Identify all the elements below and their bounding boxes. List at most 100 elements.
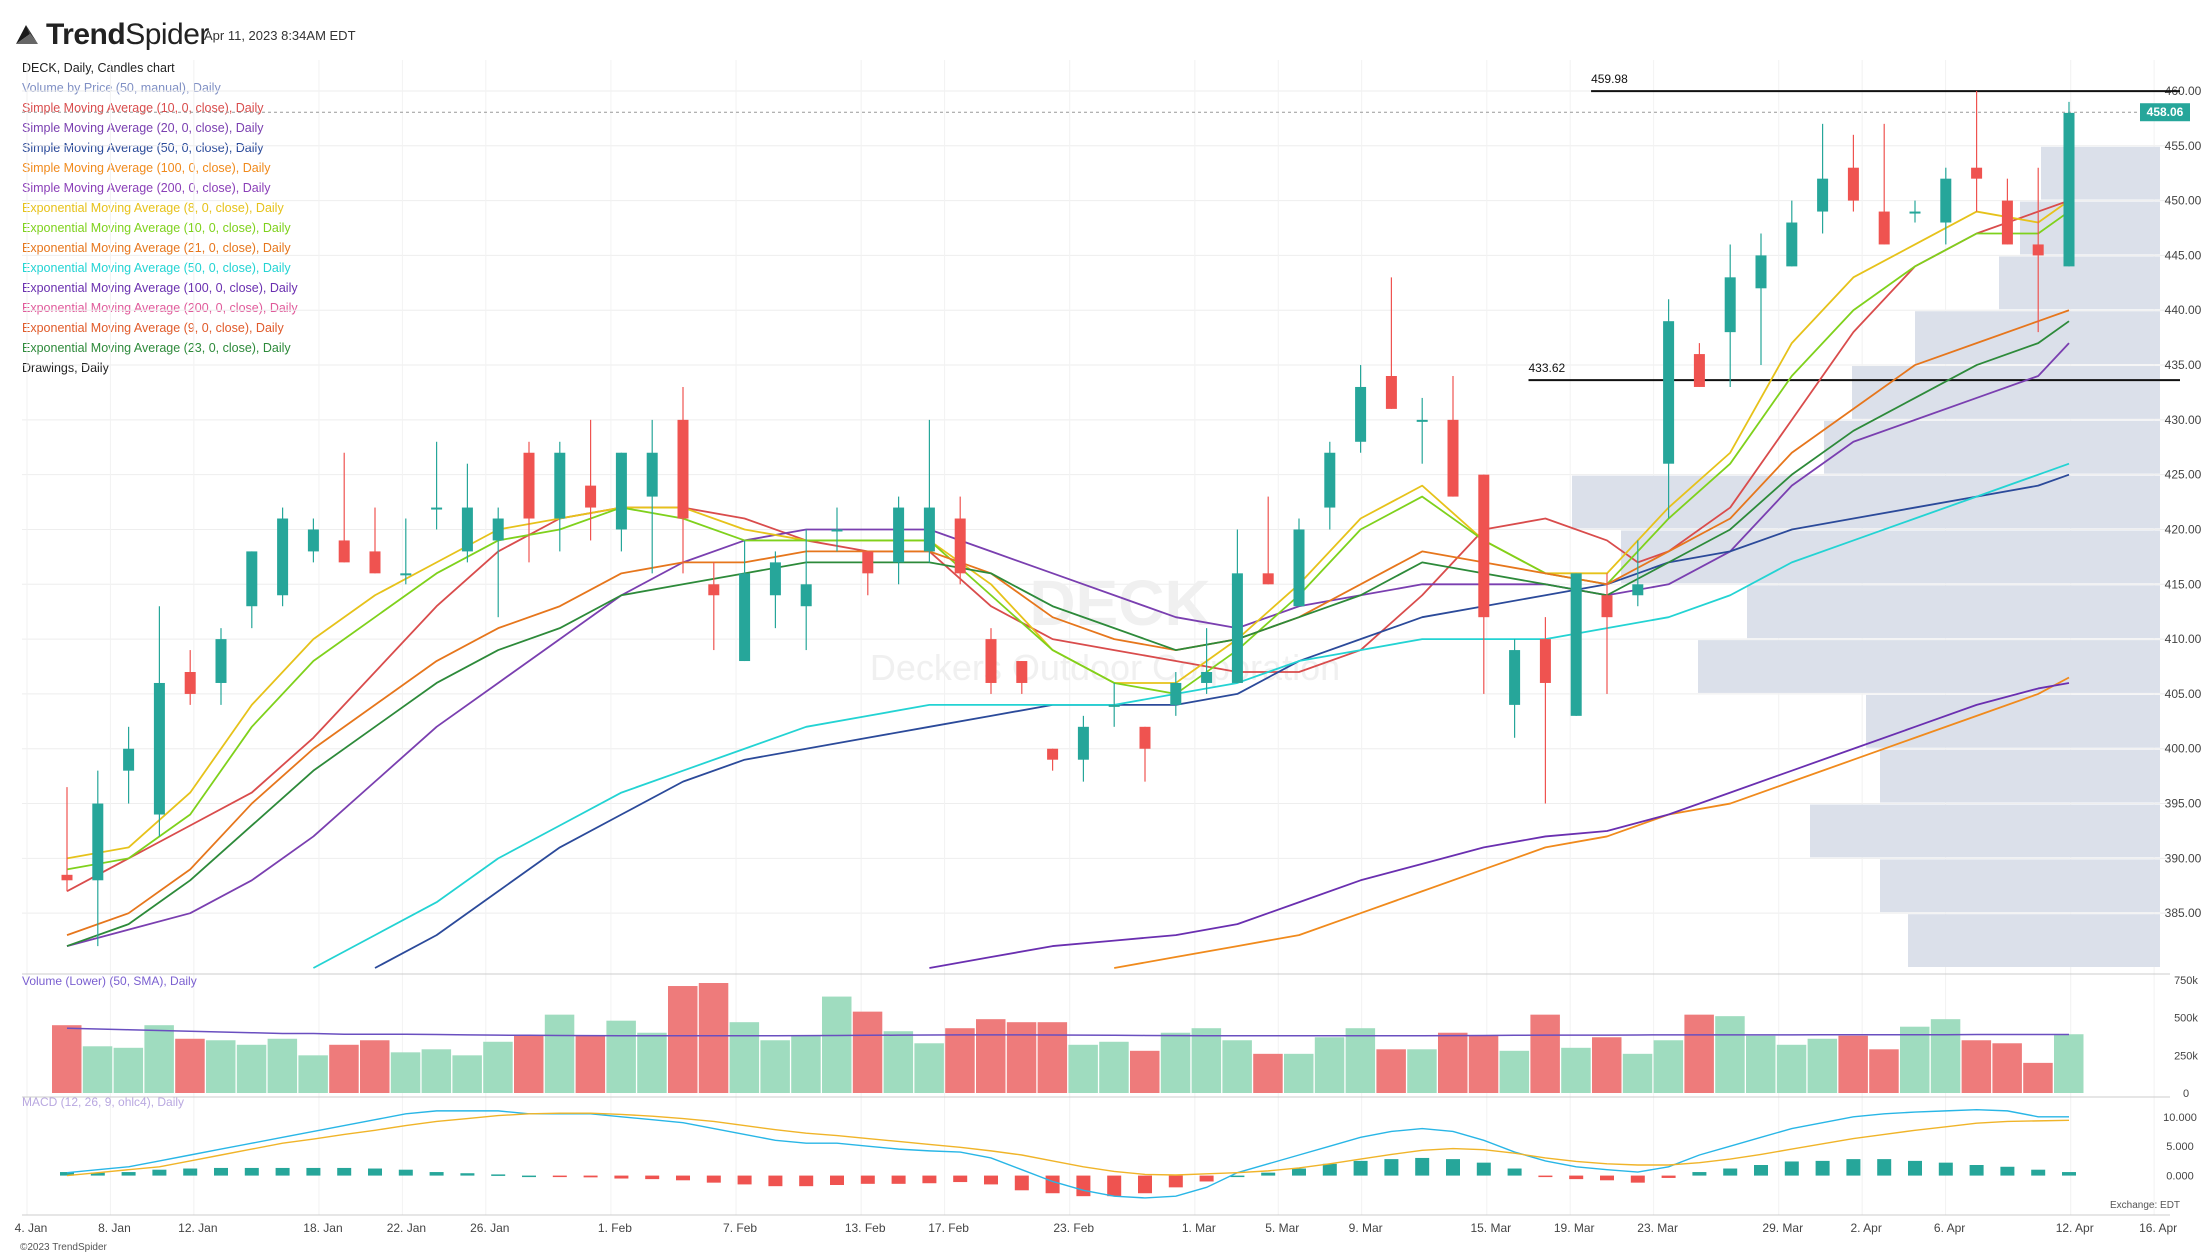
macd-histogram-bar: [830, 1175, 844, 1185]
candle-body: [1632, 584, 1644, 596]
candle-body: [1139, 726, 1151, 749]
time-tick-label: 5. Mar: [1265, 1221, 1299, 1235]
candle-body: [123, 748, 135, 771]
candle-body: [1355, 386, 1367, 442]
candle-body: [92, 803, 104, 881]
macd-histogram-bar: [1322, 1163, 1337, 1176]
macd-histogram-bar: [768, 1175, 783, 1187]
volume-bar: [1684, 1014, 1714, 1093]
candle-body: [800, 584, 812, 607]
volume-bar: [791, 1035, 821, 1093]
legend-entry[interactable]: Simple Moving Average (200, 0, close), D…: [22, 181, 271, 195]
candle-body: [461, 507, 473, 552]
candle-body: [677, 419, 689, 519]
macd-histogram-bar: [275, 1167, 290, 1176]
macd-histogram-bar: [1661, 1175, 1676, 1178]
volume-bar: [514, 1035, 544, 1093]
price-tick-label: 410.00: [2165, 632, 2202, 646]
macd-histogram-bar: [1076, 1175, 1091, 1197]
volume-bar: [2023, 1062, 2053, 1093]
candle-body: [277, 518, 289, 596]
volume-by-price-bar: [1810, 804, 2160, 858]
macd-histogram-bar: [984, 1175, 998, 1185]
candle-body: [2001, 200, 2013, 245]
macd-signal-line: [66, 1112, 2070, 1177]
legend-entry[interactable]: Drawings, Daily: [22, 361, 109, 375]
legend-entry[interactable]: Simple Moving Average (20, 0, close), Da…: [22, 121, 264, 135]
time-tick-label: 16. Apr: [2139, 1221, 2177, 1235]
macd-histogram-bar: [337, 1167, 352, 1176]
candle-body: [1416, 419, 1428, 422]
volume-bar: [729, 1022, 760, 1093]
volume-bar: [1807, 1038, 1838, 1093]
price-tick-label: 460.00: [2165, 84, 2202, 98]
time-tick-label: 29. Mar: [1762, 1221, 1803, 1235]
macd-histogram-bar: [90, 1172, 105, 1176]
last-price-badge: [2140, 103, 2190, 122]
candle-body: [1847, 167, 1859, 201]
candle-body: [862, 551, 874, 574]
volume-by-price-bar: [1824, 420, 2160, 474]
legend-entry[interactable]: Exponential Moving Average (10, 0, close…: [22, 221, 291, 235]
time-tick-label: 1. Mar: [1182, 1221, 1216, 1235]
legend-entry[interactable]: Exponential Moving Average (8, 0, close)…: [22, 201, 284, 215]
time-tick-label: 8. Jan: [98, 1221, 131, 1235]
candles: [61, 90, 2075, 947]
volume-bar: [329, 1044, 359, 1093]
candle-body: [1447, 419, 1459, 497]
candle-body: [1509, 650, 1521, 705]
candle-body: [1786, 222, 1798, 267]
legend-entry[interactable]: Simple Moving Average (50, 0, close), Da…: [22, 141, 264, 155]
candle-body: [769, 562, 781, 596]
moving-average-line: [66, 210, 2070, 871]
price-tick-label: 390.00: [2165, 851, 2202, 865]
candle-body: [153, 682, 165, 815]
candle-body: [1755, 255, 1767, 289]
legend-entry[interactable]: DECK, Daily, Candles chart: [22, 61, 175, 75]
legend-entry[interactable]: Simple Moving Average (10, 0, close), Da…: [22, 101, 264, 115]
legend-entry[interactable]: Exponential Moving Average (100, 0, clos…: [22, 281, 298, 295]
legend-entry[interactable]: Exponential Moving Average (50, 0, close…: [22, 261, 291, 275]
legend-entry[interactable]: Exponential Moving Average (21, 0, close…: [22, 241, 291, 255]
candle-body: [369, 551, 381, 574]
candle-body: [307, 529, 319, 552]
macd-histogram-bar: [1384, 1159, 1399, 1176]
candle-body: [1077, 726, 1089, 760]
legend-entry[interactable]: Exponential Moving Average (23, 0, close…: [22, 341, 291, 355]
time-tick-label: 9. Mar: [1349, 1221, 1383, 1235]
macd-histogram-bar: [1415, 1157, 1430, 1176]
volume-bar: [1314, 1037, 1345, 1093]
legend-entry[interactable]: Exponential Moving Average (200, 0, clos…: [22, 301, 298, 315]
volume-bar: [637, 1032, 667, 1093]
price-tick-label: 455.00: [2165, 139, 2202, 153]
macd-histogram-bar: [1815, 1160, 1830, 1176]
time-tick-label: 7. Feb: [723, 1221, 757, 1235]
legend-entry[interactable]: Volume by Price (50, manual), Daily: [22, 81, 221, 95]
macd-histogram-bar: [552, 1175, 567, 1178]
price-tick-label: 450.00: [2165, 194, 2202, 208]
volume-bar: [1715, 1016, 1745, 1093]
moving-average-line: [374, 473, 2070, 969]
candle-body: [246, 551, 258, 607]
candle-body: [708, 584, 720, 596]
moving-average-line: [66, 309, 2070, 936]
legend-entry[interactable]: Exponential Moving Average (9, 0, close)…: [22, 321, 284, 335]
volume-by-price-bar: [1999, 256, 2160, 310]
price-tick-label: 395.00: [2165, 797, 2202, 811]
candle-body: [1478, 474, 1490, 618]
volume-bar: [1746, 1035, 1776, 1093]
horizontal-level-label: 459.98: [1591, 72, 1628, 86]
price-tick-label: 400.00: [2165, 742, 2202, 756]
macd-histogram-bar: [614, 1175, 629, 1179]
macd-histogram-bar: [1292, 1168, 1306, 1176]
volume-title: Volume (Lower) (50, SMA), Daily: [22, 974, 197, 988]
volume-bar: [1468, 1035, 1499, 1093]
time-tick-label: 18. Jan: [303, 1221, 342, 1235]
candle-body: [2063, 112, 2075, 267]
candle-body: [61, 874, 73, 881]
macd-histogram-bar: [1230, 1175, 1245, 1178]
legend-entry[interactable]: Simple Moving Average (100, 0, close), D…: [22, 161, 271, 175]
volume-bar: [852, 1011, 883, 1093]
volume-bar: [483, 1041, 513, 1093]
